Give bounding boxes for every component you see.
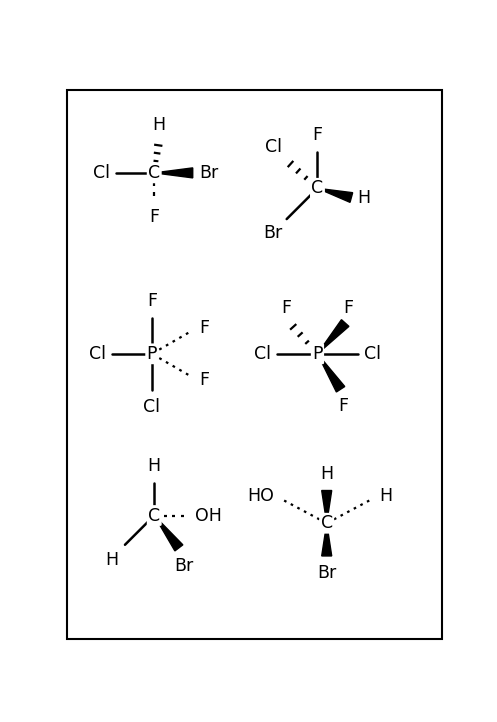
Text: H: H <box>379 487 392 505</box>
Polygon shape <box>322 490 331 523</box>
Text: Br: Br <box>199 164 218 182</box>
FancyBboxPatch shape <box>67 90 442 639</box>
Text: H: H <box>152 116 166 134</box>
Text: OH: OH <box>195 507 222 524</box>
Text: F: F <box>282 299 292 317</box>
Polygon shape <box>322 523 331 556</box>
Text: Cl: Cl <box>92 164 109 182</box>
Text: H: H <box>106 551 119 569</box>
Text: HO: HO <box>248 487 274 505</box>
Text: Cl: Cl <box>144 398 161 416</box>
Text: F: F <box>343 299 353 317</box>
Text: F: F <box>313 126 323 144</box>
Text: C: C <box>312 179 324 197</box>
Text: Cl: Cl <box>265 138 282 156</box>
Polygon shape <box>318 320 349 354</box>
Polygon shape <box>154 516 183 551</box>
Text: H: H <box>320 465 333 483</box>
Text: Br: Br <box>317 564 336 582</box>
Text: F: F <box>147 292 157 310</box>
Polygon shape <box>318 188 353 202</box>
Text: H: H <box>148 457 161 475</box>
Polygon shape <box>318 354 345 392</box>
Text: F: F <box>149 209 159 226</box>
Text: H: H <box>357 188 371 206</box>
Text: P: P <box>312 345 323 363</box>
Text: F: F <box>338 397 349 415</box>
Text: Cl: Cl <box>364 345 381 363</box>
Text: F: F <box>200 318 210 336</box>
Polygon shape <box>154 168 193 178</box>
Text: Br: Br <box>263 224 282 242</box>
Text: C: C <box>148 164 161 182</box>
Text: C: C <box>148 507 161 524</box>
Text: C: C <box>321 514 333 532</box>
Text: Cl: Cl <box>89 345 106 363</box>
Text: F: F <box>200 371 210 389</box>
Text: Cl: Cl <box>254 345 271 363</box>
Text: P: P <box>147 345 157 363</box>
Text: Br: Br <box>174 557 193 575</box>
